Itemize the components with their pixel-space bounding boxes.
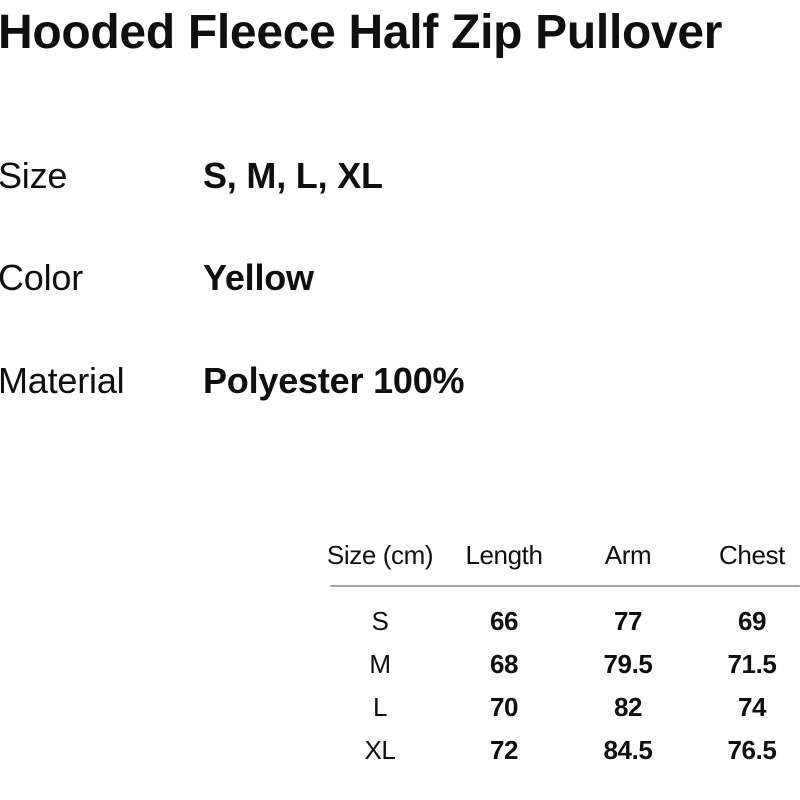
spec-label: Color [0,257,84,298]
arm-cell: 77 [613,606,643,636]
size-cell: S [371,606,389,636]
chest-cell: 76.5 [727,735,777,765]
spec-label: Material [0,360,125,401]
chest-cell: 74 [737,692,767,722]
arm-cell: 84.5 [603,735,653,765]
chest-cell: 69 [737,606,767,636]
spec-value: Yellow [203,257,314,298]
size-chart-body: S 66 77 69 M 68 79.5 71.5 L 70 82 74 XL … [318,600,800,772]
spec-value: S, M, L, XL [203,155,383,196]
column-header-length: Length [465,539,543,570]
spec-value: Polyester 100% [203,360,465,401]
spec-row-material: Material Polyester 100% [0,359,465,403]
column-header-size: Size (cm) [326,539,434,570]
size-cell: XL [364,735,396,765]
table-row-xl: XL 72 84.5 76.5 [318,729,800,772]
product-title: Hooded Fleece Half Zip Pullover [0,6,723,59]
column-header-chest: Chest [719,539,785,570]
table-row-l: L 70 82 74 [318,686,800,729]
column-header-arm: Arm [604,539,652,570]
spec-label: Size [0,155,68,196]
size-chart-table: Size (cm) Length Arm Chest S 66 77 69 M … [318,538,800,765]
chest-cell: 71.5 [727,649,777,679]
arm-cell: 82 [613,692,643,722]
size-cell: L [372,692,388,722]
table-row-s: S 66 77 69 [318,600,800,643]
size-chart-header-row: Size (cm) Length Arm Chest [318,538,800,572]
arm-cell: 79.5 [603,649,653,679]
size-cell: M [369,649,391,679]
table-row-m: M 68 79.5 71.5 [318,643,800,686]
length-cell: 72 [489,735,519,765]
length-cell: 70 [489,692,519,722]
length-cell: 66 [489,606,519,636]
spec-row-color: Color Yellow [0,256,314,300]
spec-row-size: Size S, M, L, XL [0,154,383,198]
table-divider-line [330,585,800,587]
length-cell: 68 [489,649,519,679]
